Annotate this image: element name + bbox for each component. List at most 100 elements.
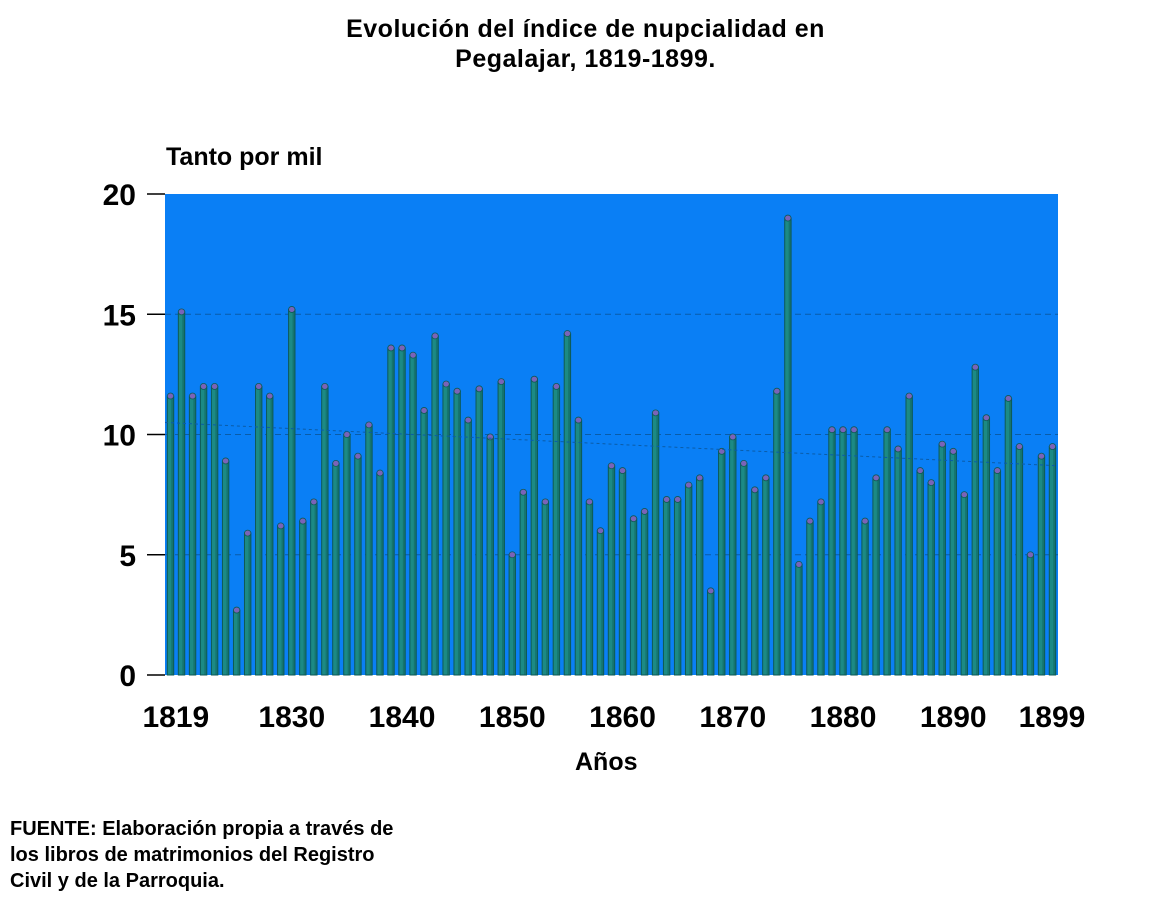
bar-1840 [398, 344, 406, 676]
x-tick-1890: 1890 [920, 701, 987, 734]
x-tick-1850: 1850 [479, 701, 546, 734]
bar-1898 [1037, 452, 1046, 676]
y-axis-label: Tanto por mil [166, 143, 323, 171]
bar-1837 [365, 421, 373, 676]
bar-1899 [1048, 443, 1057, 676]
bar-1832 [310, 498, 318, 676]
bar-1871 [740, 459, 748, 676]
bar-1893 [982, 414, 991, 676]
bar-1853 [541, 498, 550, 676]
bar-1830 [288, 306, 296, 676]
chart-title-line-1: Evolución del índice de nupcialidad en [346, 15, 825, 43]
bar-1822 [199, 382, 208, 676]
bar-1895 [1004, 395, 1013, 676]
bar-1882 [861, 517, 869, 676]
bar-1861 [629, 515, 638, 676]
bar-1836 [354, 452, 362, 676]
bar-1876 [795, 560, 803, 676]
x-tick-1880: 1880 [810, 701, 877, 734]
bar-1854 [552, 382, 561, 676]
bar-1890 [949, 447, 957, 676]
bar-1831 [299, 517, 307, 676]
bar-1827 [255, 382, 263, 676]
bar-1879 [828, 426, 836, 676]
x-tick-1819: 1819 [143, 701, 210, 734]
bar-1849 [497, 378, 505, 676]
source-note: FUENTE: Elaboración propia a través de l… [10, 816, 510, 894]
bar-1870 [729, 433, 737, 676]
bar-1881 [850, 426, 858, 676]
bar-1833 [321, 382, 329, 676]
bar-1868 [707, 587, 715, 676]
bar-1877 [806, 517, 814, 676]
x-tick-1870: 1870 [699, 701, 766, 734]
y-tick-0: 0 [119, 660, 136, 693]
bar-1878 [817, 498, 825, 676]
bar-1851 [519, 488, 527, 676]
bar-1889 [938, 440, 946, 676]
bar-1859 [607, 462, 616, 676]
bar-1857 [585, 498, 594, 676]
bar-1884 [883, 426, 891, 676]
bar-1843 [431, 332, 439, 676]
x-tick-1860: 1860 [589, 701, 656, 734]
bar-1847 [475, 385, 483, 676]
bar-1819 [166, 392, 175, 676]
bar-1835 [343, 431, 351, 676]
bar-1858 [596, 527, 605, 676]
bar-1883 [872, 474, 880, 676]
bar-1838 [376, 469, 384, 676]
bar-1834 [332, 459, 340, 676]
bar-1863 [651, 409, 660, 676]
x-tick-1899: 1899 [1019, 701, 1086, 734]
bar-1828 [266, 392, 274, 676]
bar-1892 [971, 363, 980, 676]
bar-1874 [773, 387, 781, 676]
chart-title: Evolución del índice de nupcialidad en P… [0, 14, 1171, 74]
y-tick-5: 5 [119, 540, 136, 573]
source-line-1: FUENTE: Elaboración propia a través de [10, 818, 394, 840]
bar-1872 [751, 486, 759, 676]
bar-1848 [486, 433, 494, 676]
bar-1839 [387, 344, 395, 676]
bar-1891 [960, 491, 968, 676]
bar-1862 [640, 508, 649, 676]
x-tick-1840: 1840 [369, 701, 436, 734]
x-tick-1830: 1830 [258, 701, 325, 734]
bar-1880 [839, 426, 847, 676]
bar-1825 [232, 606, 241, 676]
bar-1826 [243, 529, 252, 676]
bar-1886 [905, 392, 913, 676]
bar-1856 [574, 416, 583, 676]
chart-title-line-2: Pegalajar, 1819-1899. [455, 45, 716, 73]
bar-1850 [508, 551, 516, 676]
bar-1855 [563, 330, 572, 676]
source-line-2: los libros de matrimonios del Registro [10, 844, 375, 866]
bar-1823 [210, 382, 219, 676]
bar-1873 [762, 474, 770, 676]
bar-1867 [696, 474, 704, 676]
bar-1894 [993, 467, 1002, 676]
bar-1866 [684, 481, 693, 676]
bar-1844 [442, 380, 450, 676]
bar-1875 [784, 214, 792, 676]
bar-1820 [177, 308, 186, 676]
bar-1864 [662, 496, 671, 676]
bar-1869 [718, 447, 726, 676]
y-tick-20: 20 [103, 179, 136, 212]
bar-1852 [530, 375, 539, 676]
bar-1845 [453, 387, 461, 676]
bar-1887 [916, 467, 924, 676]
bar-1885 [894, 445, 902, 676]
bar-1865 [673, 496, 682, 676]
trend-line [164, 421, 1059, 467]
source-line-3: Civil y de la Parroquia. [10, 870, 225, 892]
bar-1846 [464, 416, 472, 676]
bar-1824 [221, 457, 230, 676]
y-tick-10: 10 [103, 420, 136, 453]
bar-1860 [618, 467, 627, 676]
y-tick-15: 15 [103, 299, 136, 332]
bar-1821 [188, 392, 197, 676]
bar-1842 [420, 407, 428, 676]
bar-1829 [277, 522, 285, 676]
